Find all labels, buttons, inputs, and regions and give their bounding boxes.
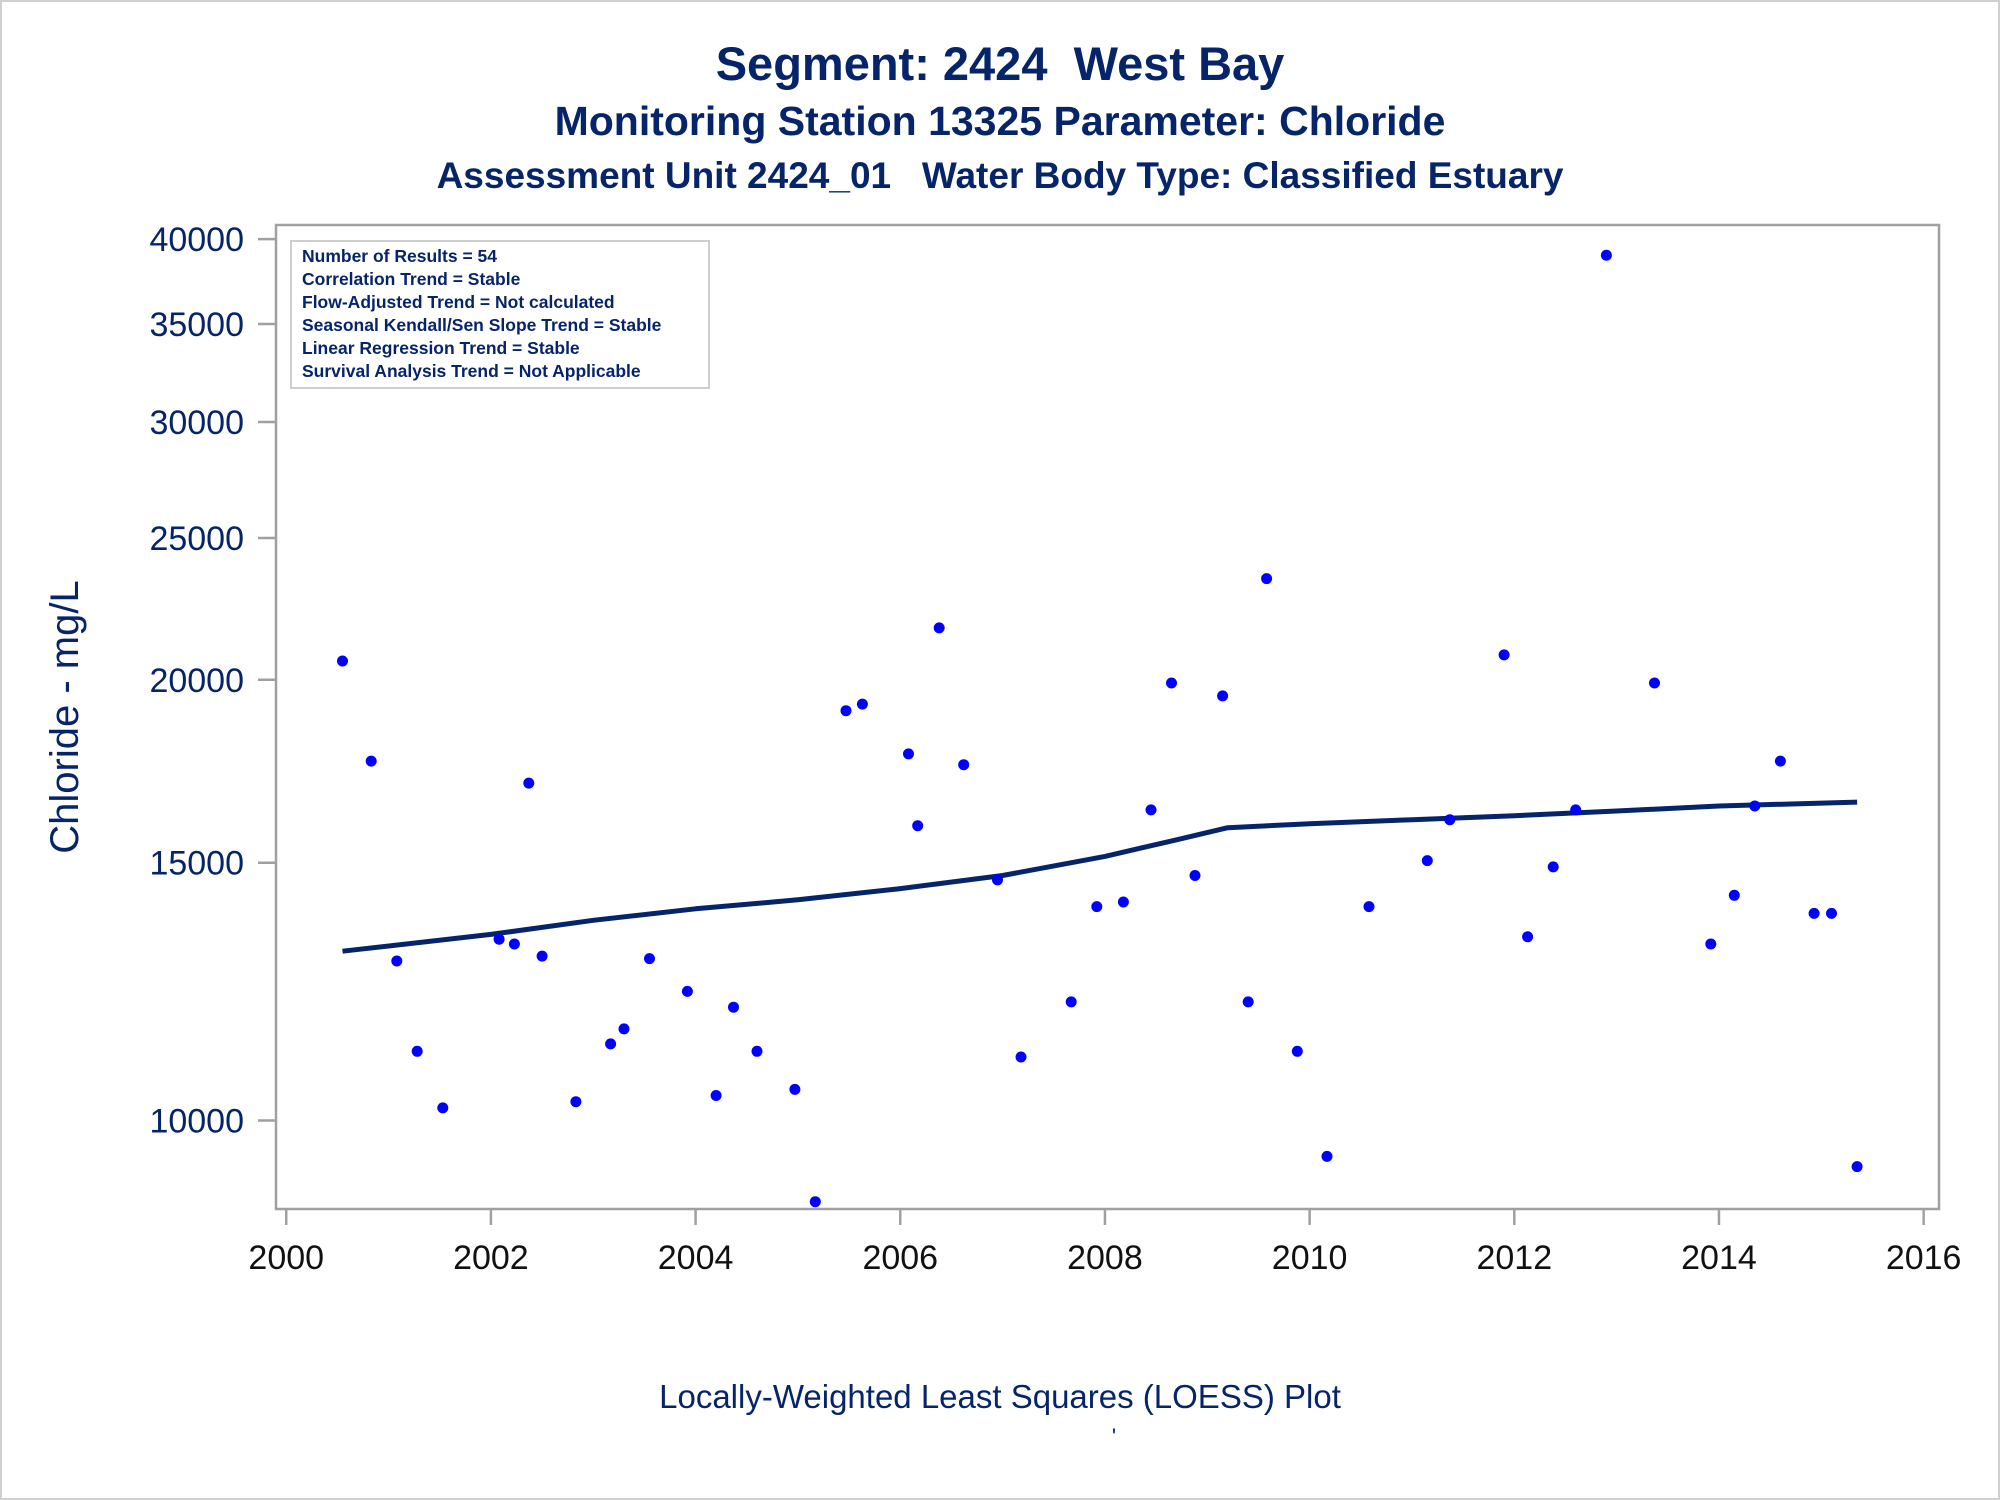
x-tick-label: 2000 — [248, 1239, 324, 1277]
data-point — [523, 777, 535, 789]
data-point — [1321, 1150, 1333, 1162]
data-point — [493, 933, 505, 945]
data-point — [1774, 755, 1786, 767]
y-axis-title: Chloride - mg/L — [43, 580, 87, 853]
data-point — [958, 759, 970, 771]
data-point — [1065, 996, 1077, 1008]
footnote-mark: ' — [1111, 1424, 1117, 1449]
data-point — [728, 1001, 739, 1013]
data-point — [411, 1045, 423, 1057]
data-point — [1091, 901, 1103, 913]
trend-stat-line: Seasonal Kendall/Sen Slope Trend = Stabl… — [302, 315, 662, 335]
data-point — [912, 820, 924, 832]
data-point — [337, 655, 348, 667]
data-point — [710, 1090, 722, 1101]
x-tick-label: 2010 — [1272, 1239, 1348, 1277]
data-point — [1189, 870, 1201, 881]
x-tick-label: 2004 — [658, 1239, 734, 1277]
chart-subtitle-assessment: Assessment Unit 2424_01 Water Body Type:… — [436, 155, 1564, 196]
data-point — [1826, 907, 1837, 919]
plot-footnote: Locally-Weighted Least Squares (LOESS) P… — [659, 1378, 1341, 1415]
data-point — [1117, 896, 1129, 908]
y-tick-label: 10000 — [149, 1102, 244, 1140]
data-point — [1749, 800, 1761, 812]
x-tick-label: 2002 — [453, 1239, 529, 1277]
data-point — [1600, 249, 1612, 261]
data-point — [365, 755, 377, 767]
data-point — [1705, 938, 1717, 950]
data-points-layer — [337, 249, 1863, 1208]
trend-stat-line: Linear Regression Trend = Stable — [302, 338, 580, 358]
data-point — [1261, 573, 1273, 585]
data-point — [1851, 1161, 1863, 1173]
y-tick-label: 20000 — [149, 662, 244, 700]
data-point — [903, 748, 914, 760]
x-axis: 2000 2002 2004 2006 2008 2010 2012 2014 2016 — [248, 1209, 1961, 1277]
data-point — [992, 874, 1003, 886]
y-tick-label: 35000 — [149, 306, 244, 344]
data-point — [618, 1023, 630, 1035]
chart-title: Segment: 2424 West Bay — [715, 37, 1285, 90]
y-tick-label: 25000 — [149, 520, 244, 558]
loess-trend-line — [342, 799, 1858, 954]
data-point — [1217, 690, 1229, 702]
data-point — [391, 955, 403, 967]
y-tick-label: 30000 — [149, 404, 244, 442]
x-tick-label: 2012 — [1476, 1239, 1552, 1277]
trend-stat-line: Correlation Trend = Stable — [302, 269, 521, 289]
plot-area-border — [274, 223, 1941, 1211]
data-point — [1522, 931, 1534, 943]
data-point — [1570, 804, 1582, 816]
data-point — [1242, 996, 1254, 1008]
data-point — [1166, 677, 1177, 689]
data-point — [1728, 889, 1740, 901]
data-point — [751, 1045, 763, 1057]
data-point — [1498, 649, 1510, 661]
data-point — [605, 1038, 617, 1050]
data-point — [789, 1083, 801, 1095]
data-point — [1363, 901, 1375, 913]
trend-statistics-box: Number of Results = 54 Correlation Trend … — [290, 240, 710, 389]
data-point — [1547, 861, 1559, 873]
trend-stat-line: Flow-Adjusted Trend = Not calculated — [302, 292, 615, 312]
loess-line-layer — [342, 799, 1858, 954]
x-tick-label: 2016 — [1886, 1239, 1962, 1277]
data-point — [933, 622, 945, 634]
chart-subtitle-station: Monitoring Station 13325 Parameter: Chlo… — [554, 98, 1446, 144]
trend-stat-line: Number of Results = 54 — [302, 246, 497, 266]
data-point — [508, 938, 520, 950]
data-point — [840, 705, 852, 717]
x-tick-label: 2006 — [862, 1239, 938, 1277]
data-point — [437, 1102, 449, 1114]
data-point — [1444, 814, 1456, 826]
data-point — [1421, 855, 1433, 867]
y-tick-label: 40000 — [149, 221, 244, 259]
data-point — [1649, 677, 1660, 689]
data-point — [856, 698, 868, 710]
data-point — [1145, 804, 1157, 816]
x-tick-label: 2008 — [1067, 1239, 1143, 1277]
y-axis: 10000 15000 20000 25000 30000 35000 40000 — [149, 221, 276, 1140]
x-tick-label: 2014 — [1681, 1239, 1757, 1277]
data-point — [1015, 1051, 1027, 1063]
data-point — [681, 985, 693, 997]
data-point — [570, 1096, 582, 1108]
data-point — [536, 950, 548, 962]
data-point — [1808, 907, 1820, 919]
y-tick-label: 15000 — [149, 845, 244, 883]
data-point — [644, 953, 655, 965]
data-point — [1291, 1045, 1303, 1057]
data-point — [809, 1196, 821, 1208]
trend-stat-line: Survival Analysis Trend = Not Applicable — [302, 361, 641, 381]
